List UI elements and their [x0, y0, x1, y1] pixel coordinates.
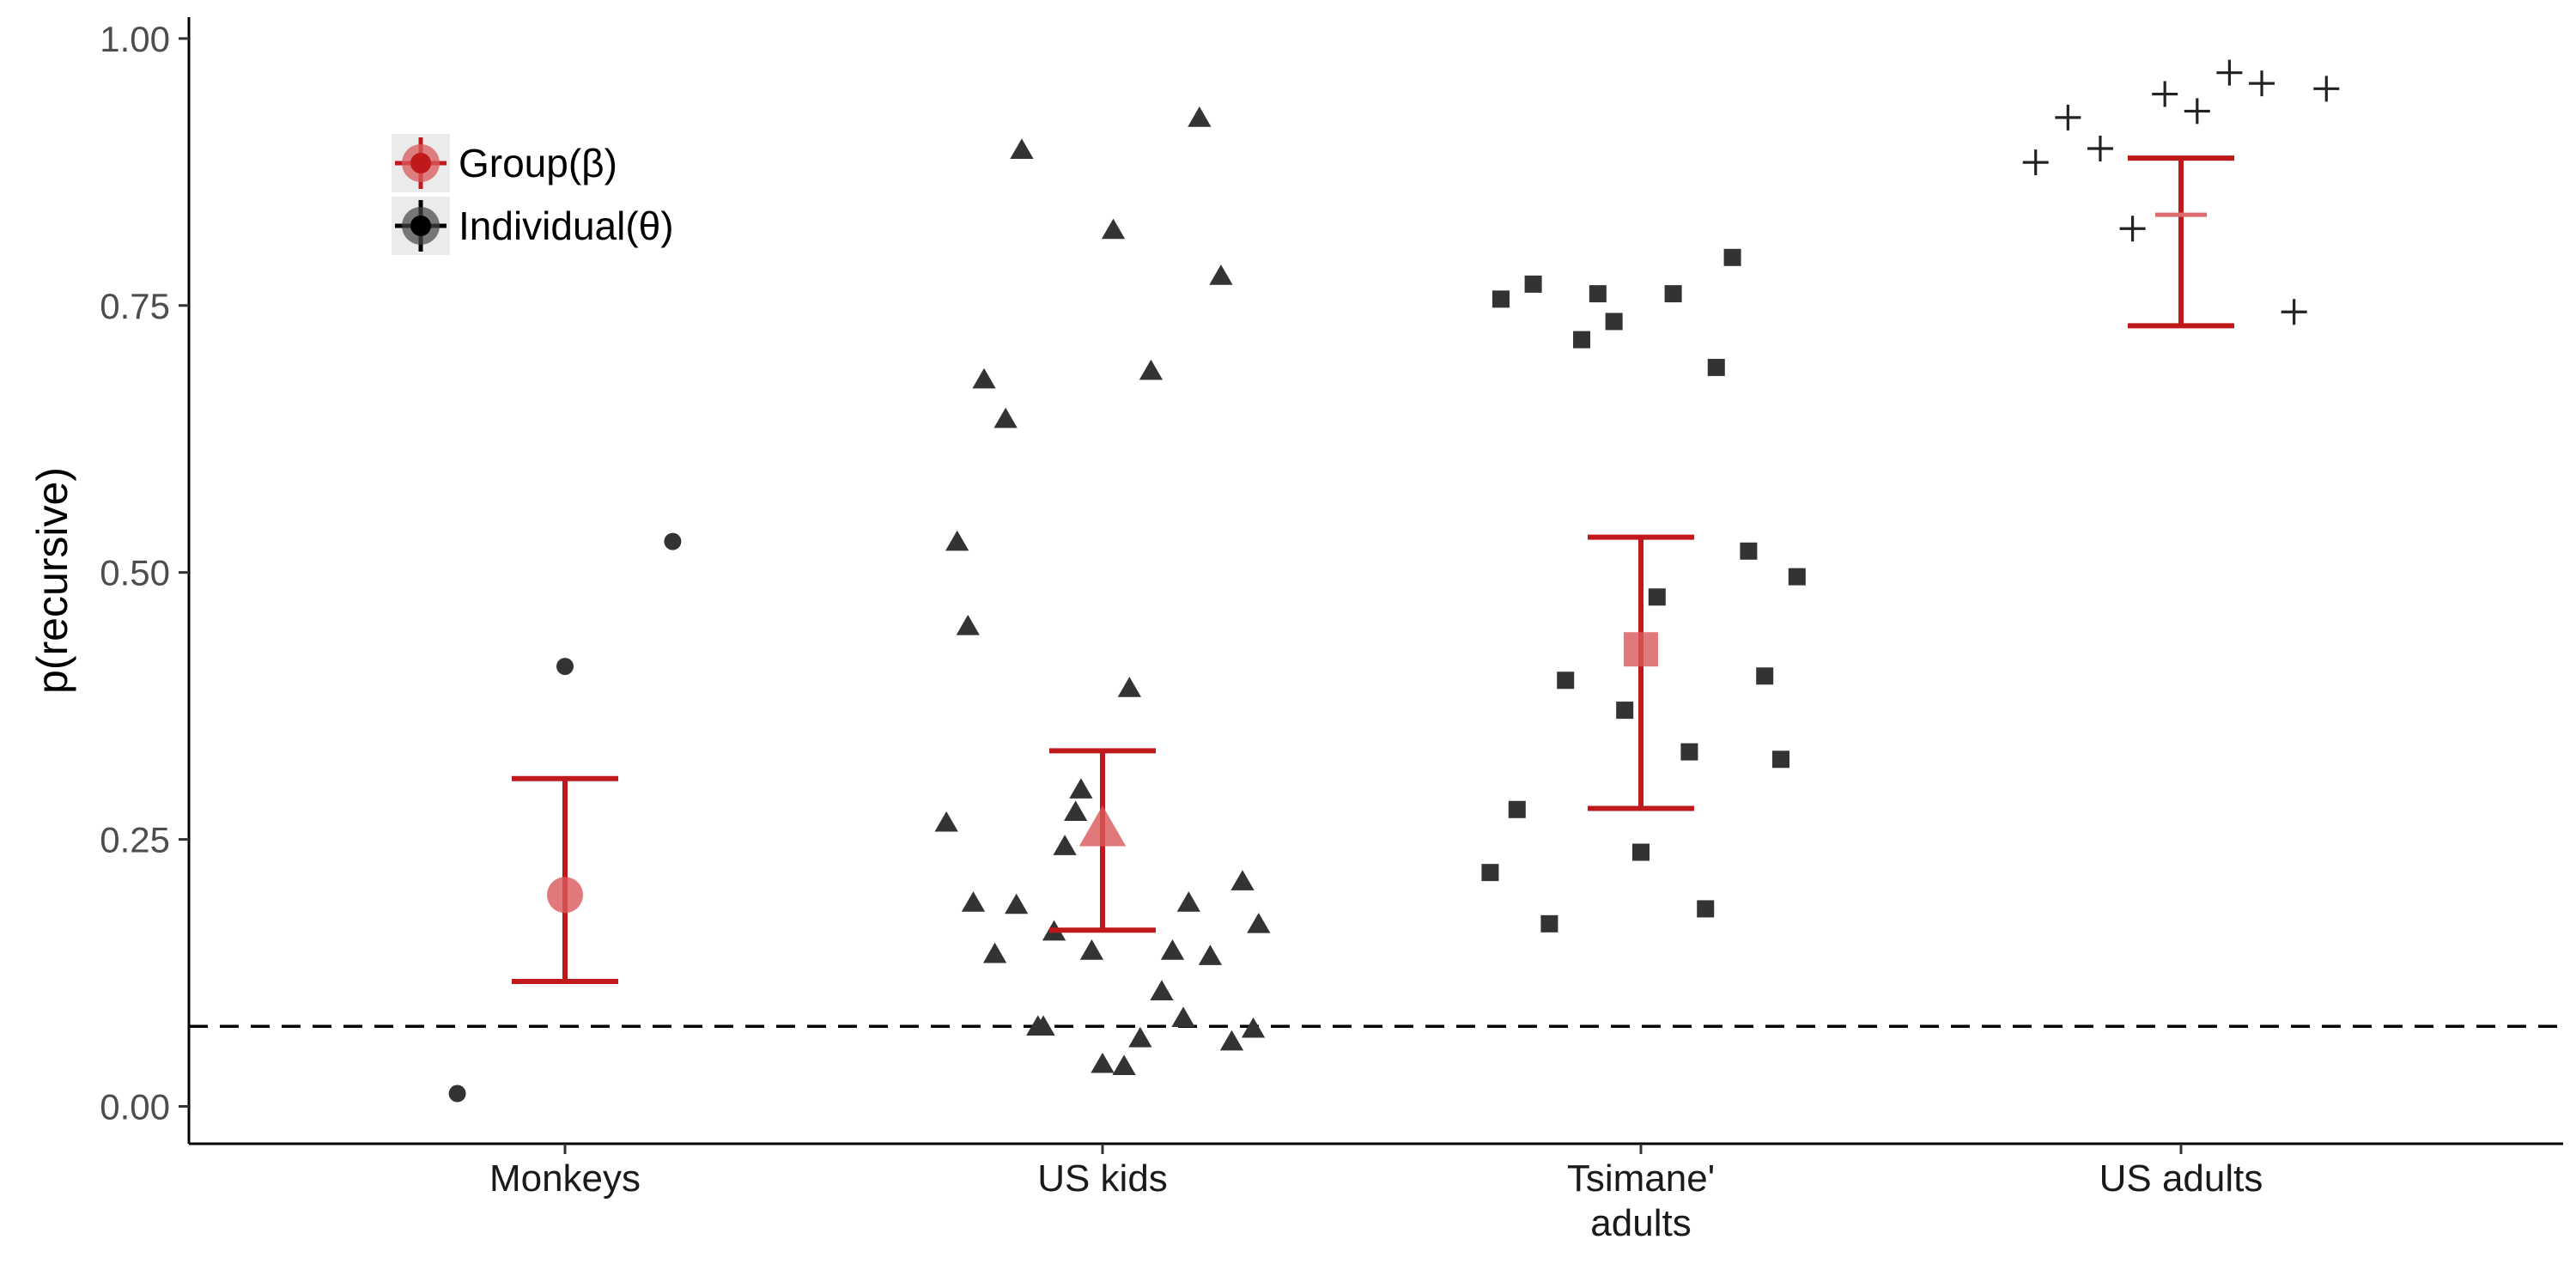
individual-point: [1053, 835, 1077, 855]
individual-point: [1230, 870, 1255, 890]
legend-key-marker: [410, 153, 431, 173]
individual-point: [945, 530, 969, 551]
individual-point: [1557, 671, 1575, 690]
individual-point: [1573, 331, 1591, 349]
labels-layer: 0.00 0.25 0.50 0.75 1.00 Monkeys US kids Tsiman…: [28, 19, 2263, 1244]
individual-point: [1010, 138, 1034, 160]
individual-point: [1648, 588, 1666, 606]
individual-point: [1247, 912, 1271, 933]
individual-point: [2087, 135, 2113, 161]
group-estimate: [547, 877, 583, 914]
individual-point: [956, 614, 980, 635]
individual-point: [1589, 285, 1607, 303]
individual-point: [1772, 750, 1790, 769]
axes-layer: [179, 17, 2563, 1154]
individual-point: [1632, 843, 1649, 861]
y-tick-label: 0.25: [100, 820, 170, 860]
group-estimate: [1078, 805, 1127, 847]
individual-point: [1616, 702, 1634, 720]
legend-key-marker: [410, 216, 431, 236]
individual-point: [2249, 70, 2275, 97]
individual-point: [1064, 800, 1088, 822]
legend-label: Group(β): [459, 141, 617, 185]
individual-point: [2055, 104, 2081, 131]
individual-point: [1150, 980, 1174, 1000]
individual-point: [1160, 939, 1185, 960]
individual-point: [1723, 248, 1741, 266]
individual-point: [934, 811, 958, 832]
individual-point: [961, 891, 986, 912]
individual-point: [2152, 81, 2178, 107]
group-estimates-layer: [512, 155, 2234, 984]
individual-point: [2216, 59, 2243, 86]
individual-point: [1492, 290, 1510, 308]
individual-point: [1069, 778, 1093, 799]
y-axis-title: p(recursive): [28, 467, 76, 694]
individual-points-layer: [448, 59, 2340, 1103]
individual-point: [1091, 1052, 1115, 1073]
individual-point: [1524, 275, 1542, 293]
individual-point: [1481, 864, 1499, 882]
individual-point: [1241, 1017, 1266, 1038]
individual-point: [1198, 945, 1223, 965]
y-tick-label: 0.75: [100, 286, 170, 326]
individual-point: [1139, 359, 1163, 380]
individual-point: [1680, 743, 1698, 761]
individual-point: [1176, 891, 1200, 912]
individual-point: [1112, 1054, 1136, 1076]
individual-point: [1031, 1015, 1055, 1036]
individual-point: [2119, 216, 2146, 242]
individual-point: [1005, 893, 1029, 914]
x-category-label: Monkeys: [489, 1157, 641, 1200]
individual-point: [2281, 299, 2307, 325]
x-category-label: adults: [1590, 1202, 1691, 1244]
individual-point: [1101, 218, 1126, 240]
y-tick-label: 1.00: [100, 19, 170, 59]
y-tick-label: 0.00: [100, 1086, 170, 1127]
individual-point: [982, 942, 1007, 963]
individual-point: [1740, 542, 1758, 560]
individual-point: [1508, 800, 1526, 818]
x-category-label: US kids: [1037, 1157, 1168, 1200]
individual-point: [1171, 1006, 1195, 1028]
individual-point: [1707, 358, 1725, 376]
individual-point: [1540, 914, 1558, 933]
individual-point: [1209, 264, 1233, 285]
individual-point: [1079, 939, 1104, 960]
individual-point: [1697, 900, 1715, 918]
legend-label: Individual(θ): [459, 204, 674, 248]
individual-point: [664, 532, 682, 550]
x-category-label: Tsimane': [1567, 1157, 1715, 1200]
individual-point: [1605, 313, 1623, 331]
legend: Group(β) Individual(θ): [392, 134, 674, 255]
individual-point: [1188, 106, 1212, 127]
individual-point: [1117, 677, 1141, 697]
group-estimate: [1624, 632, 1658, 667]
individual-point: [1128, 1027, 1152, 1048]
individual-point: [2022, 149, 2049, 176]
individual-point: [448, 1084, 466, 1103]
individual-point: [556, 658, 574, 676]
individual-point: [1664, 285, 1682, 303]
x-category-label: US adults: [2099, 1157, 2263, 1200]
individual-point: [2313, 76, 2340, 102]
individual-point: [993, 407, 1018, 428]
individual-point: [972, 368, 996, 389]
individual-point: [1756, 667, 1774, 685]
individual-point: [1219, 1030, 1244, 1051]
y-tick-label: 0.50: [100, 553, 170, 593]
individual-point: [2184, 98, 2210, 125]
individual-point: [1788, 568, 1806, 586]
